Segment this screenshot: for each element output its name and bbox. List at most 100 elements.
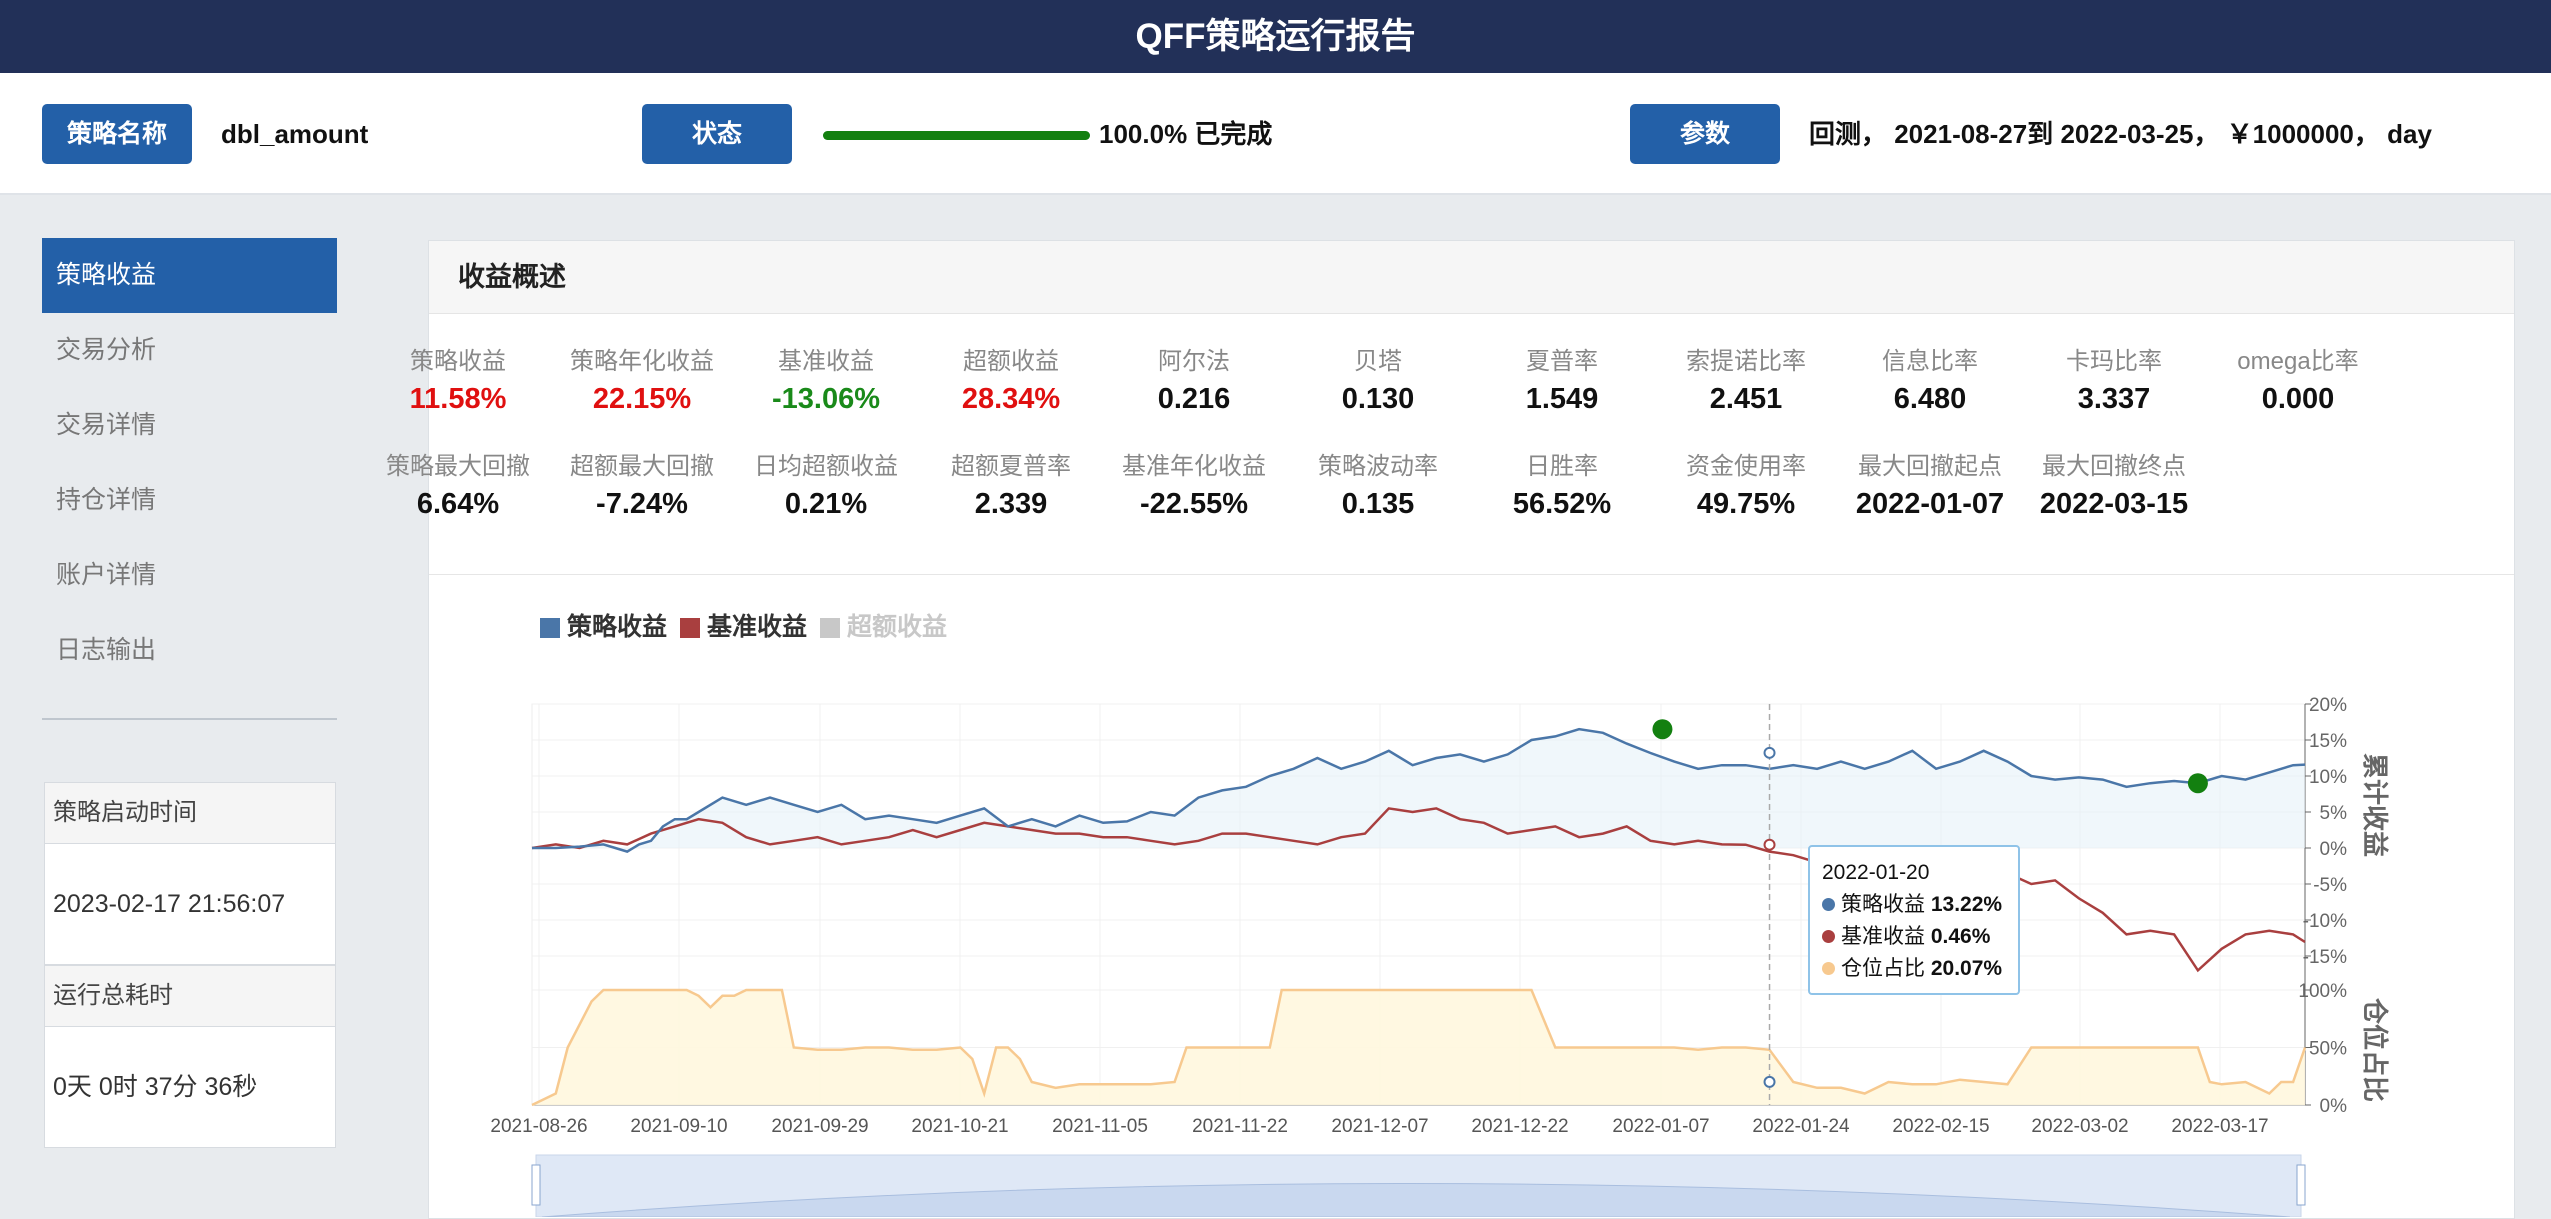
- metric-item: 贝塔 0.130: [1286, 345, 1470, 419]
- zoom-handle-right[interactable]: [2296, 1164, 2306, 1206]
- sidebar-item-trade-analysis[interactable]: 交易分析: [56, 336, 157, 364]
- x-tick-label: 2022-02-15: [1892, 1116, 1989, 1137]
- metric-value: 2022-03-15: [2039, 488, 2189, 520]
- strategy-name-button[interactable]: 策略名称: [42, 104, 192, 164]
- chart-tooltip: 2022-01-20 策略收益 13.22% 基准收益 0.46% 仓位占比 2…: [1808, 845, 2020, 995]
- x-tick-label: 2021-11-05: [1052, 1116, 1148, 1137]
- sidebar-item-trade-details[interactable]: 交易详情: [56, 411, 157, 439]
- metric-label: 索提诺比率: [1686, 348, 1806, 375]
- x-tick-label: 2021-12-07: [1331, 1116, 1428, 1137]
- x-tick-label: 2021-10-21: [911, 1116, 1008, 1137]
- zoom-handle-left[interactable]: [531, 1164, 541, 1206]
- legend-label: 超额收益: [847, 613, 948, 641]
- tooltip-row-strategy: 策略收益 13.22%: [1822, 889, 2006, 921]
- series-dot-icon: [1822, 898, 1835, 911]
- y-tick-label: 50%: [2309, 1039, 2347, 1060]
- metric-item: 日胜率 56.52%: [1470, 450, 1654, 524]
- drawdown-end-marker[interactable]: [2187, 773, 2208, 794]
- metric-item: 阿尔法 0.216: [1102, 345, 1286, 419]
- metric-value: 1.549: [1525, 383, 1599, 415]
- metric-item: 信息比率 6.480: [1838, 345, 2022, 419]
- drawdown-start-marker[interactable]: [1652, 719, 1673, 740]
- metrics-grid: 策略收益 11.58% 策略年化收益 22.15% 基准收益 -13.06% 超额收益 28.…: [386, 314, 2514, 575]
- legend-swatch: [540, 618, 560, 638]
- sidebar-item-account-details[interactable]: 账户详情: [56, 561, 157, 589]
- x-tick-label: 2022-03-02: [2031, 1116, 2128, 1137]
- x-tick-label: 2021-11-22: [1192, 1116, 1288, 1137]
- metric-label: 最大回撤起点: [1858, 453, 2002, 480]
- params-text: 回测， 2021-08-27到 2022-03-25， ￥1000000， da…: [1809, 119, 2432, 149]
- hover-point-strategy: [1763, 746, 1776, 759]
- metric-label: 日均超额收益: [754, 453, 898, 480]
- strategy-series-line: [532, 727, 2306, 853]
- metric-item: 策略收益 11.58%: [366, 345, 550, 419]
- metric-label: 基准收益: [778, 348, 874, 375]
- metric-value: -7.24%: [596, 488, 688, 520]
- metric-label: 信息比率: [1882, 348, 1978, 375]
- progress-fill: [823, 131, 1090, 140]
- x-tick-label: 2021-09-10: [630, 1116, 727, 1137]
- metric-value: 28.34%: [961, 383, 1061, 415]
- metric-label: 日胜率: [1526, 453, 1598, 480]
- series-dot-icon: [1822, 930, 1835, 943]
- sidebar-nav: 策略收益 交易分析 交易详情 持仓详情 账户详情 日志输出: [42, 238, 337, 688]
- progress-text: 100.0% 已完成: [1099, 119, 1273, 149]
- y-tick-label: -5%: [2313, 875, 2347, 896]
- metric-item: 策略年化收益 22.15%: [550, 345, 734, 419]
- legend-excess[interactable]: 超额收益: [820, 612, 947, 642]
- metric-label: 最大回撤终点: [2042, 453, 2186, 480]
- y-tick-label: 10%: [2309, 767, 2347, 788]
- sidebar-divider: [42, 718, 337, 720]
- metric-item: omega比率 0.000: [2206, 345, 2390, 419]
- metric-value: 2.451: [1709, 383, 1783, 415]
- position-axis-title: 仓位占比: [2359, 997, 2390, 1102]
- panel-title: 收益概述: [429, 241, 2514, 314]
- metric-item: 资金使用率 49.75%: [1654, 450, 1838, 524]
- metric-item: 夏普率 1.549: [1470, 345, 1654, 419]
- tooltip-row-benchmark: 基准收益 0.46%: [1822, 921, 2006, 953]
- start-time-label: 策略启动时间: [45, 783, 335, 844]
- legend-benchmark[interactable]: 基准收益: [680, 612, 807, 642]
- x-tick-label: 2022-01-24: [1752, 1116, 1850, 1137]
- metric-label: 基准年化收益: [1122, 453, 1266, 480]
- metric-label: 策略收益: [410, 348, 506, 375]
- metric-label: 策略年化收益: [570, 348, 714, 375]
- metric-label: 资金使用率: [1686, 453, 1806, 480]
- x-tick-label: 2021-09-29: [771, 1116, 868, 1137]
- metric-value: -22.55%: [1139, 488, 1248, 520]
- sidebar-item-strategy-returns[interactable]: 策略收益: [42, 238, 337, 313]
- series-dot-icon: [1822, 962, 1835, 975]
- metric-value: 2022-01-07: [1855, 488, 2005, 520]
- legend-strategy[interactable]: 策略收益: [540, 612, 667, 642]
- tooltip-series-value: 20.07%: [1930, 957, 2003, 980]
- metric-value: 22.15%: [592, 383, 692, 415]
- metric-value: 11.58%: [409, 383, 507, 415]
- position-series-line: [531, 988, 2307, 1107]
- metric-item: 卡玛比率 3.337: [2022, 345, 2206, 419]
- sidebar-item-position-details[interactable]: 持仓详情: [56, 486, 157, 514]
- y-tick-label: 5%: [2320, 803, 2348, 824]
- metric-item: 超额收益 28.34%: [919, 345, 1103, 419]
- metric-value: 0.130: [1341, 383, 1415, 415]
- elapsed-time-value: 0天 0时 37分 36秒: [53, 1073, 258, 1101]
- metric-item: 策略最大回撤 6.64%: [366, 450, 550, 524]
- metric-value: 56.52%: [1512, 488, 1612, 520]
- sidebar-item-log-output[interactable]: 日志输出: [56, 636, 157, 664]
- hover-point-benchmark: [1763, 838, 1776, 851]
- tooltip-row-position: 仓位占比 20.07%: [1822, 953, 2006, 985]
- metric-value: 2.339: [974, 488, 1048, 520]
- metric-item: 最大回撤终点 2022-03-15: [2022, 450, 2206, 524]
- report-title: QFF策略运行报告: [0, 0, 2551, 73]
- strategy-area: [532, 729, 2305, 852]
- elapsed-time-box: 运行总耗时 0天 0时 37分 36秒: [44, 965, 336, 1148]
- params-button[interactable]: 参数: [1630, 104, 1780, 164]
- strategy-name-value: dbl_amount: [221, 119, 369, 149]
- status-button[interactable]: 状态: [642, 104, 792, 164]
- metric-value: -13.06%: [771, 383, 880, 415]
- metric-value: 49.75%: [1696, 488, 1796, 520]
- y-tick-label: 0%: [2320, 1096, 2348, 1117]
- start-time-box: 策略启动时间 2023-02-17 21:56:07: [44, 782, 336, 965]
- legend-swatch: [820, 618, 840, 638]
- x-tick-label: 2021-08-26: [490, 1116, 587, 1137]
